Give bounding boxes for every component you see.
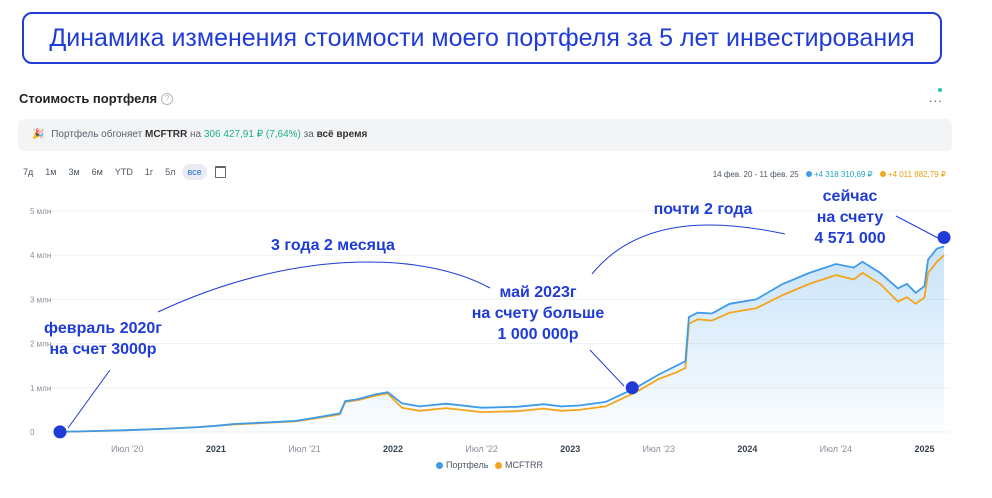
x-tick-label: Июл '23 (643, 444, 676, 454)
x-tick-label: Июл '20 (111, 444, 144, 454)
chart-markers (53, 231, 951, 439)
arrow-mid (589, 349, 625, 387)
annotation-mid-line2: на счету больше (471, 305, 605, 322)
arrow-span2 (591, 224, 786, 275)
annotation-span2: почти 2 года (628, 199, 778, 220)
annotation-mid: май 2023г на счету больше 1 000 000р (458, 282, 618, 345)
annotation-span2-line1: почти 2 года (653, 201, 753, 218)
annotation-now-line2: на счету (816, 209, 884, 226)
period-3m[interactable]: 3м (68, 167, 80, 177)
legend-portfolio[interactable]: Портфель (446, 460, 489, 470)
annotation-now-line1: сейчас (822, 188, 878, 205)
widget-title-text: Стоимость портфеля (19, 91, 158, 106)
period-1y[interactable]: 1г (144, 167, 154, 177)
calendar-icon[interactable] (214, 166, 226, 178)
period-7d[interactable]: 7д (23, 167, 34, 177)
benchmark-gain: +4 011 882,79 ₽ (887, 170, 946, 179)
period-1m[interactable]: 1м (45, 167, 57, 177)
annotation-start-line1: февраль 2020г (44, 320, 162, 337)
question-circle-icon[interactable]: ? (161, 93, 174, 105)
annotation-span1-line1: 3 года 2 месяца (271, 237, 395, 254)
x-tick-label: 2025 (914, 444, 934, 454)
portfolio-swatch (805, 171, 812, 177)
x-tick-label: 2023 (560, 444, 580, 454)
legend-summary: 14 фев. 20 - 11 фев. 25 +4 318 310,69 ₽ … (713, 170, 946, 179)
annotation-arrows (67, 215, 939, 429)
y-tick-label: 5 млн (30, 207, 51, 216)
annotation-mid-line1: май 2023г (499, 284, 577, 301)
annotation-start: февраль 2020г на счет 3000р (28, 318, 178, 360)
legend-mcftrr-swatch (494, 462, 502, 469)
ellipsis-icon[interactable]: ... (929, 88, 943, 105)
arrow-now (895, 215, 939, 239)
banner-on: на (190, 129, 202, 140)
period-selector: 7д 1м 3м 6м YTD 1г 5л все (18, 164, 226, 180)
y-tick-label: 1 млн (30, 384, 51, 393)
banner-for: за (303, 129, 314, 140)
x-tick-label: 2024 (737, 444, 757, 454)
annotation-start-line2: на счет 3000р (49, 341, 157, 358)
benchmark-banner: 🎉 Портфель обгоняет MCFTRR на 306 427,91… (18, 119, 952, 151)
series-line-portfolio (59, 245, 945, 433)
period-all[interactable]: все (182, 164, 207, 180)
chart-legend: Портфель MCFTRR (432, 460, 543, 470)
banner-percent: (7,64%) (265, 129, 301, 140)
notification-dot (938, 88, 942, 92)
period-ytd[interactable]: YTD (114, 167, 133, 177)
marker-2 (937, 231, 951, 245)
legend-range: 14 фев. 20 - 11 фев. 25 (712, 170, 799, 179)
legend-portfolio-swatch (436, 462, 443, 469)
banner-prefix: Портфель обгоняет (51, 129, 143, 140)
arrow-span1 (157, 261, 491, 313)
annotation-now: сейчас на счету 4 571 000 (790, 186, 910, 249)
marker-0 (53, 425, 67, 439)
y-tick-label: 3 млн (30, 295, 51, 304)
x-axis: Июл '20 2021 Июл '21 2022 Июл '22 2023 Июл '23… (111, 444, 934, 454)
banner-period: всё время (316, 129, 368, 140)
period-6m[interactable]: 6м (91, 167, 103, 177)
portfolio-area (60, 246, 944, 432)
x-tick-label: 2022 (383, 444, 403, 454)
y-tick-label: 0 (30, 428, 35, 437)
y-axis: 0 1 млн 2 млн 3 млн 4 млн 5 млн (30, 207, 51, 437)
arrow-start (67, 369, 111, 429)
y-tick-label: 2 млн (30, 340, 51, 349)
page-title: Динамика изменения стоимости моего портф… (22, 12, 942, 64)
portfolio-gain: +4 318 310,69 ₽ (813, 170, 873, 179)
banner-amount: 306 427,91 ₽ (203, 129, 264, 140)
widget-title: Стоимость портфеля? (19, 91, 174, 106)
benchmark-swatch (879, 171, 886, 177)
annotation-mid-line3: 1 000 000р (497, 326, 579, 343)
x-tick-label: Июл '24 (820, 444, 853, 454)
marker-1 (625, 381, 639, 395)
legend-mcftrr[interactable]: MCFTRR (504, 460, 543, 470)
x-tick-label: 2021 (206, 444, 226, 454)
ellipsis-glyph: ... (929, 90, 943, 105)
x-tick-label: Июл '21 (288, 444, 321, 454)
banner-benchmark: MCFTRR (145, 129, 188, 140)
party-popper-icon: 🎉 (32, 129, 45, 140)
period-5y[interactable]: 5л (165, 167, 176, 177)
x-tick-label: Июл '22 (465, 444, 498, 454)
annotation-now-line3: 4 571 000 (814, 230, 886, 247)
annotation-span1: 3 года 2 месяца (248, 235, 418, 256)
y-tick-label: 4 млн (30, 251, 51, 260)
